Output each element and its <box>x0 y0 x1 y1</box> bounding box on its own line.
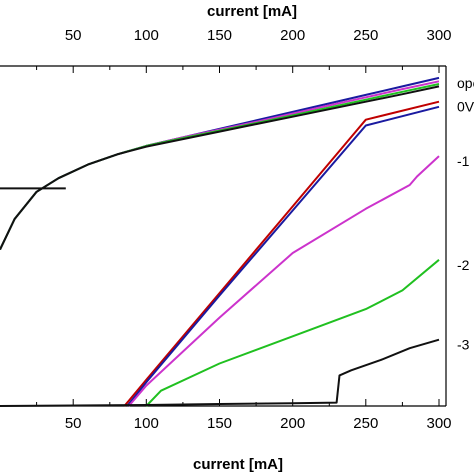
series-line-3 <box>0 85 440 251</box>
x-axis-title: current [mA] <box>193 456 283 473</box>
series-line-5 <box>126 105 440 407</box>
series-line-2 <box>0 83 440 251</box>
series-line-8 <box>0 338 440 407</box>
bottom-tick-label: 300 <box>426 415 451 432</box>
bottom-tick-label: 100 <box>134 415 159 432</box>
series-line-1 <box>0 80 440 251</box>
series-line-4 <box>123 100 440 407</box>
bottom-tick-labels: 50 100 150 200 250 300 <box>65 415 452 432</box>
series-label-7: -2 <box>457 257 470 273</box>
bottom-tick-label: 50 <box>65 415 82 432</box>
top-tick-label: 100 <box>134 27 159 44</box>
bottom-tick-label: 250 <box>353 415 378 432</box>
series-labels: ope 0V -1 -2 -3 <box>457 75 474 353</box>
top-tick-label: 50 <box>65 27 82 44</box>
bottom-tick-label: 150 <box>207 415 232 432</box>
series-label-6: -1 <box>457 153 470 169</box>
series-label-0: ope <box>457 75 474 91</box>
top-tick-label: 250 <box>353 27 378 44</box>
x-axis-title-top: current [mA] <box>207 3 297 20</box>
series-group <box>0 76 440 407</box>
top-tick-label: 300 <box>426 27 451 44</box>
series-line-0 <box>0 76 440 251</box>
top-tick-label: 150 <box>207 27 232 44</box>
bottom-tick-label: 200 <box>280 415 305 432</box>
series-line-6 <box>128 155 440 407</box>
top-tick-labels: 50 100 150 200 250 300 <box>65 27 452 44</box>
series-label-8: -3 <box>457 337 470 353</box>
series-line-7 <box>145 259 440 407</box>
series-label-4: 0V <box>457 99 474 115</box>
top-tick-label: 200 <box>280 27 305 44</box>
